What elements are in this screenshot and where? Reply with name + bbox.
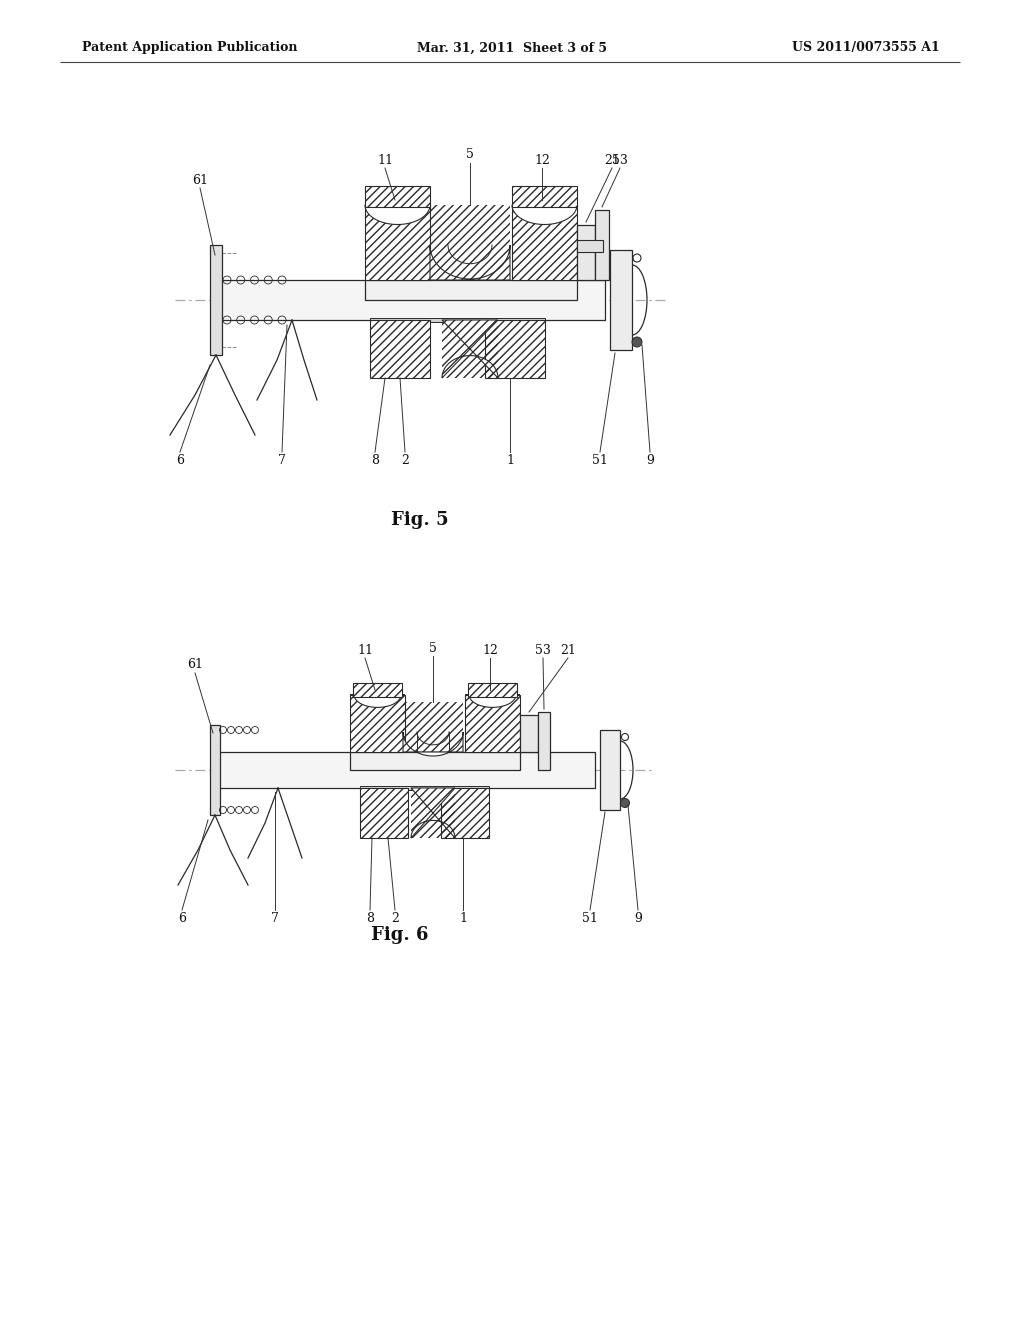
Text: 6: 6 bbox=[176, 454, 184, 466]
Text: 12: 12 bbox=[535, 153, 550, 166]
Bar bbox=[465, 696, 520, 752]
Text: 8: 8 bbox=[366, 912, 374, 924]
Text: 61: 61 bbox=[193, 173, 208, 186]
Polygon shape bbox=[442, 319, 498, 378]
Bar bbox=[577, 224, 595, 280]
Bar bbox=[370, 318, 545, 322]
Bar bbox=[350, 696, 406, 752]
Bar bbox=[595, 210, 609, 280]
Polygon shape bbox=[465, 696, 520, 708]
Text: 7: 7 bbox=[271, 912, 279, 924]
Text: 8: 8 bbox=[371, 454, 379, 466]
Circle shape bbox=[621, 799, 630, 808]
Bar bbox=[610, 249, 632, 350]
Polygon shape bbox=[403, 733, 463, 756]
Text: 9: 9 bbox=[634, 912, 642, 924]
Bar bbox=[577, 240, 603, 252]
Text: 2: 2 bbox=[401, 454, 409, 466]
Bar bbox=[350, 752, 520, 770]
Bar bbox=[538, 711, 550, 770]
Bar bbox=[365, 280, 577, 300]
Bar bbox=[220, 280, 605, 319]
Text: Fig. 5: Fig. 5 bbox=[391, 511, 449, 529]
Text: 7: 7 bbox=[279, 454, 286, 466]
Text: Fig. 6: Fig. 6 bbox=[372, 927, 429, 944]
Polygon shape bbox=[430, 246, 510, 280]
Text: US 2011/0073555 A1: US 2011/0073555 A1 bbox=[793, 41, 940, 54]
Text: 11: 11 bbox=[357, 644, 373, 656]
Polygon shape bbox=[365, 205, 430, 224]
Bar bbox=[600, 730, 620, 810]
Polygon shape bbox=[411, 788, 455, 838]
Text: 2: 2 bbox=[391, 912, 399, 924]
Bar bbox=[468, 682, 517, 697]
Text: 21: 21 bbox=[604, 153, 620, 166]
Bar bbox=[403, 702, 463, 752]
Bar bbox=[353, 682, 402, 697]
Text: 1: 1 bbox=[506, 454, 514, 466]
Text: 53: 53 bbox=[536, 644, 551, 656]
Text: 1: 1 bbox=[459, 912, 467, 924]
Bar bbox=[360, 785, 489, 789]
Bar bbox=[210, 725, 220, 814]
Text: 61: 61 bbox=[187, 659, 203, 672]
Text: 9: 9 bbox=[646, 454, 654, 466]
Text: 5: 5 bbox=[466, 149, 474, 161]
Bar bbox=[365, 186, 430, 207]
Bar bbox=[411, 788, 455, 838]
Text: 5: 5 bbox=[429, 642, 437, 655]
Bar bbox=[520, 715, 538, 752]
Bar bbox=[365, 205, 430, 280]
Bar bbox=[441, 788, 489, 838]
Text: 51: 51 bbox=[592, 454, 608, 466]
Bar bbox=[485, 319, 545, 378]
Text: 11: 11 bbox=[377, 153, 393, 166]
Text: 53: 53 bbox=[612, 153, 628, 166]
Polygon shape bbox=[350, 696, 406, 708]
Bar bbox=[512, 186, 577, 207]
Bar bbox=[210, 246, 222, 355]
Bar bbox=[370, 319, 430, 378]
Circle shape bbox=[632, 337, 642, 347]
Text: Patent Application Publication: Patent Application Publication bbox=[82, 41, 298, 54]
Bar bbox=[360, 788, 408, 838]
Text: 12: 12 bbox=[482, 644, 498, 656]
Bar bbox=[430, 205, 510, 280]
Text: 21: 21 bbox=[560, 644, 575, 656]
Bar bbox=[512, 205, 577, 280]
Bar bbox=[442, 319, 498, 378]
Text: 6: 6 bbox=[178, 912, 186, 924]
Polygon shape bbox=[512, 205, 577, 224]
Text: 51: 51 bbox=[582, 912, 598, 924]
Bar bbox=[218, 752, 595, 788]
Text: Mar. 31, 2011  Sheet 3 of 5: Mar. 31, 2011 Sheet 3 of 5 bbox=[417, 41, 607, 54]
